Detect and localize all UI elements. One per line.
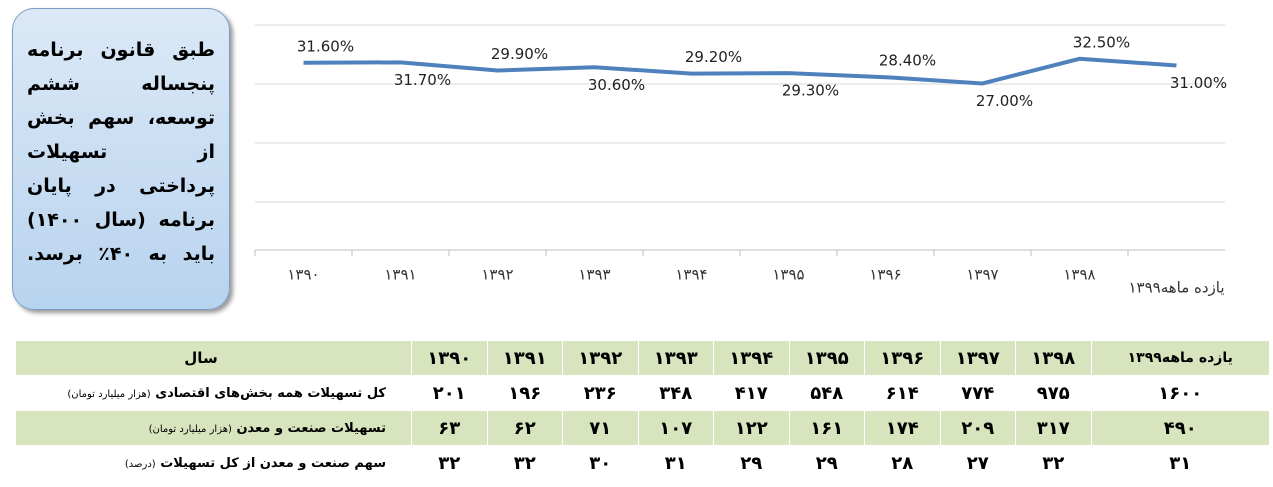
x-tick-label: ۱۳۹۲: [481, 266, 513, 284]
table-cell: ۱۳۹۴: [713, 340, 790, 376]
table-cell: کل تسهیلات همه بخش‌های اقتصادی (هزار میل…: [15, 375, 412, 411]
table-cell: ۱۳۹۵: [788, 340, 865, 376]
table-cell: تسهیلات صنعت و معدن (هزار میلیارد تومان): [15, 410, 412, 446]
table-cell: ۱۳۹۱: [486, 340, 563, 376]
table-cell: ۱۳۹۶: [864, 340, 941, 376]
callout-line: طبق قانون برنامه: [27, 39, 215, 61]
table-cell: ۲۰۱: [411, 375, 488, 411]
data-label: 29.20%: [685, 48, 742, 66]
table-cell: ۳۱۷: [1015, 410, 1092, 446]
table-cell: ۱۳۹۳: [637, 340, 714, 376]
row-label: کل تسهیلات همه بخش‌های اقتصادی: [155, 385, 386, 401]
table-cell: ۳۱: [1090, 445, 1270, 481]
x-tick-label: ۱۳۹۸: [1063, 266, 1095, 284]
table-cell: ۳۲: [411, 445, 488, 481]
callout-line: پنجساله ششم: [27, 73, 215, 95]
table-cell: ۱۲۲: [713, 410, 790, 446]
x-tick-label: ۱۳۹۱: [384, 266, 416, 284]
table-cell: ۲۳۶: [562, 375, 639, 411]
row-label: تسهیلات صنعت و معدن: [236, 420, 386, 436]
x-tick-label: ۱۳۹۰: [287, 266, 319, 284]
table-cell: ۲۷: [939, 445, 1016, 481]
table-cell: ۹۷۵: [1015, 375, 1092, 411]
table-cell: ۷۱: [562, 410, 639, 446]
callout-line: باید به ۴۰٪ برسد.: [27, 243, 215, 265]
table-cell: ۳۲: [1015, 445, 1092, 481]
x-tick-label: ۱۳۹۶: [869, 266, 901, 284]
table-cell: ۴۹۰: [1090, 410, 1270, 446]
table-cell: ۲۸: [864, 445, 941, 481]
table-cell: ۴۱۷: [713, 375, 790, 411]
row-unit: (هزار میلیارد تومان): [148, 423, 232, 435]
row-unit: (درصد): [124, 458, 156, 470]
x-tick-label: ۱۳۹۴: [675, 266, 707, 284]
data-label: 29.30%: [782, 82, 839, 100]
callout-line: از تسهیلات: [27, 141, 215, 163]
table-cell: ۳۴۸: [637, 375, 714, 411]
table-row: کل تسهیلات همه بخش‌های اقتصادی (هزار میل…: [15, 375, 1270, 411]
table-cell: ۶۳: [411, 410, 488, 446]
table-cell: ۱۳۹۰: [411, 340, 488, 376]
data-table: سال ۱۳۹۰ ۱۳۹۱ ۱۳۹۲ ۱۳۹۳ ۱۳۹۴ ۱۳۹۵ ۱۳۹۶ ۱۳۹۷ ۱۳۹۸ ۱…: [15, 340, 1270, 481]
data-label: 29.90%: [491, 45, 548, 63]
data-label: 27.00%: [976, 92, 1033, 110]
table-cell: ۱۳۹۲: [562, 340, 639, 376]
table-cell: ۱۳۹۷: [939, 340, 1016, 376]
table-cell: ۵۴۸: [788, 375, 865, 411]
chart: ۱۳۹۰ ۱۳۹۱ ۱۳۹۲ ۱۳۹۳ ۱۳۹۴ ۱۳۹۵ ۱۳۹۶ ۱۳۹۷ ۱۳۹۸ یازد…: [254, 24, 1227, 297]
table-cell: ۱۶۰۰: [1090, 375, 1270, 411]
data-label: 31.00%: [1170, 74, 1227, 92]
callout-line: پرداختی در پایان: [27, 175, 215, 197]
x-tick-label: ۱۳۹۳: [578, 266, 610, 284]
table-cell: ۶۱۴: [864, 375, 941, 411]
table-cell: سهم صنعت و معدن از کل تسهیلات (درصد): [15, 445, 412, 481]
x-tick-label: ۱۳۹۵: [772, 266, 804, 284]
table-cell: ۳۱: [637, 445, 714, 481]
table-cell: ۱۶۱: [788, 410, 865, 446]
table-cell: ۱۹۶: [486, 375, 563, 411]
table-cell: ۲۰۹: [939, 410, 1016, 446]
x-tick-label: یازده ماهه۱۳۹۹: [1128, 279, 1224, 297]
row-unit: (هزار میلیارد تومان): [67, 388, 151, 400]
table-cell: ۱۰۷: [637, 410, 714, 446]
data-label: 28.40%: [879, 52, 936, 70]
header-row: سال ۱۳۹۰ ۱۳۹۱ ۱۳۹۲ ۱۳۹۳ ۱۳۹۴ ۱۳۹۵ ۱۳۹۶ ۱۳۹۷ ۱۳۹۸ ۱…: [15, 340, 1270, 376]
row-label: سهم صنعت و معدن از کل تسهیلات: [160, 455, 386, 471]
line: [303, 56, 1177, 86]
table-cell: ۷۷۴: [939, 375, 1016, 411]
table-cell: ۱۳۹۸: [1015, 340, 1092, 376]
table-cell: ۲۹: [713, 445, 790, 481]
callout: طبق قانون برنامه پنجساله ششم توسعه، سهم بخ…: [12, 8, 230, 310]
table-cell: ۳۲: [486, 445, 563, 481]
table-cell: ۲۹: [788, 445, 865, 481]
table-cell: سال: [15, 340, 412, 376]
table-row: سهم صنعت و معدن از کل تسهیلات (درصد) ۳۲ ۳۲…: [15, 445, 1270, 481]
data-label: 31.70%: [394, 71, 451, 89]
data-label: 31.60%: [297, 37, 354, 55]
table-cell: ۱۷۴: [864, 410, 941, 446]
callout-line: توسعه، سهم بخش: [27, 107, 215, 129]
table-cell: ۱۳۹۹یازده ماهه: [1090, 340, 1270, 376]
x-tick-label: ۱۳۹۷: [966, 266, 998, 284]
table-row: تسهیلات صنعت و معدن (هزار میلیارد تومان)…: [15, 410, 1270, 446]
table-cell: ۳۰: [562, 445, 639, 481]
data-label: 30.60%: [588, 76, 645, 94]
data-label: 32.50%: [1073, 33, 1130, 51]
table-cell: ۶۲: [486, 410, 563, 446]
callout-line: برنامه (سال ۱۴۰۰): [27, 209, 215, 231]
